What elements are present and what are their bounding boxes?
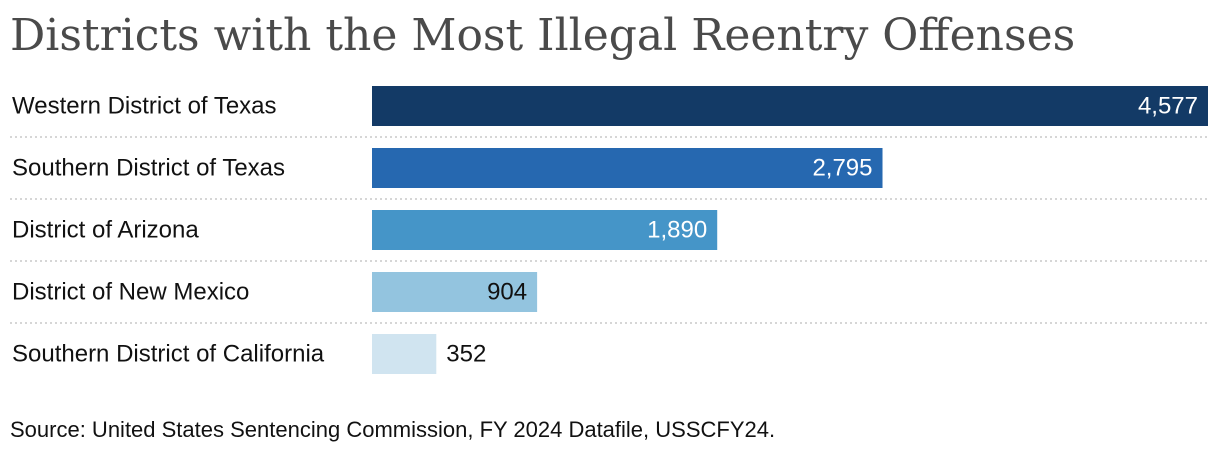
bar [372, 334, 437, 374]
source-note: Source: United States Sentencing Commiss… [10, 417, 776, 442]
bar [372, 210, 718, 250]
category-label: District of Arizona [12, 217, 199, 244]
bar [372, 148, 883, 188]
value-label: 1,890 [647, 217, 707, 244]
category-label: Western District of Texas [12, 93, 277, 120]
bar [372, 272, 538, 312]
value-label: 352 [446, 341, 486, 368]
category-label: District of New Mexico [12, 279, 249, 306]
value-label: 904 [487, 279, 527, 306]
bar-chart: Western District of Texas 4,577 Southern D… [10, 86, 1208, 374]
value-label: 4,577 [1138, 93, 1198, 120]
bar [372, 86, 1208, 126]
value-label: 2,795 [812, 155, 872, 182]
category-label: Southern District of Texas [12, 155, 285, 182]
category-label: Southern District of California [12, 341, 325, 368]
chart-title: Districts with the Most Illegal Reentry … [10, 10, 1076, 61]
